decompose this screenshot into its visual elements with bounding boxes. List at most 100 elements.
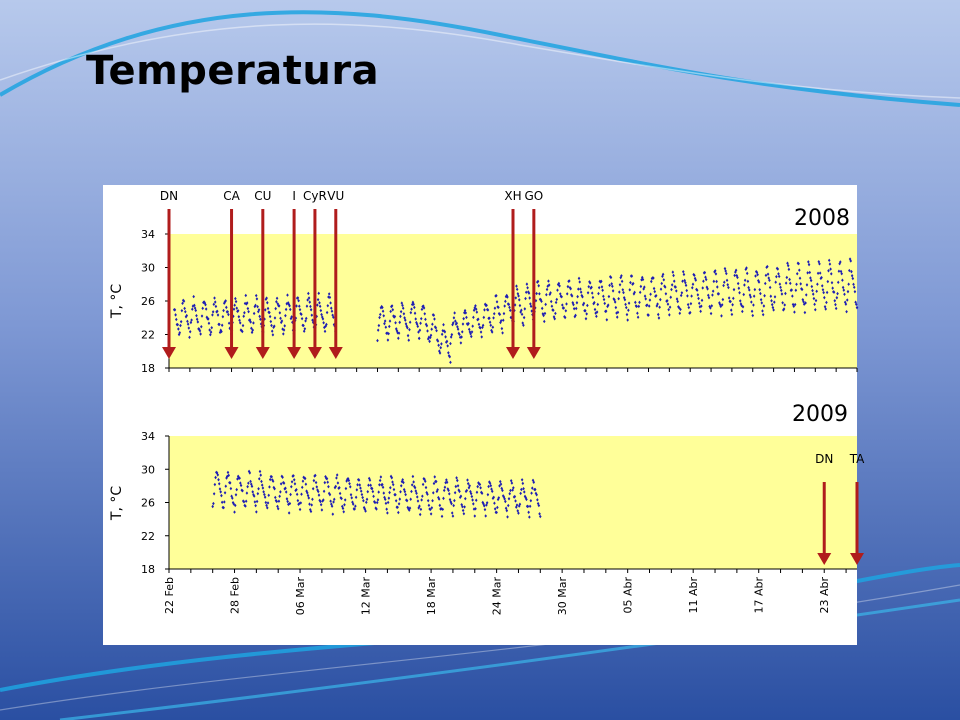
data-point	[379, 475, 383, 479]
data-point	[426, 337, 430, 341]
data-point	[284, 490, 288, 494]
data-point	[348, 485, 352, 489]
data-point	[364, 500, 368, 505]
data-point	[630, 274, 634, 278]
data-point	[173, 308, 177, 312]
data-point	[385, 507, 388, 511]
data-point	[419, 507, 423, 512]
data-point	[382, 491, 386, 495]
data-point	[606, 303, 610, 307]
event-arrowhead	[850, 553, 864, 565]
data-point	[325, 476, 329, 481]
x-ticks-2008	[168, 368, 858, 372]
data-point	[309, 308, 313, 312]
data-point	[390, 304, 394, 308]
data-point	[566, 284, 570, 289]
data-point	[785, 275, 789, 280]
data-point	[410, 483, 414, 487]
data-point	[731, 296, 735, 301]
data-point	[225, 305, 228, 310]
data-point	[248, 471, 252, 475]
data-point	[417, 336, 421, 341]
data-point	[790, 288, 793, 292]
data-point	[413, 486, 417, 490]
data-point	[318, 301, 321, 305]
data-point	[306, 491, 309, 495]
data-point	[669, 295, 673, 299]
data-point	[797, 262, 800, 266]
data-point	[560, 295, 563, 299]
data-point	[493, 306, 497, 310]
y-tick-label: 22	[141, 530, 155, 543]
data-point	[376, 498, 380, 502]
data-point	[553, 317, 556, 321]
data-point	[447, 351, 450, 355]
data-point	[681, 270, 685, 274]
data-point	[338, 491, 342, 496]
data-point	[289, 492, 292, 497]
data-point	[414, 489, 418, 493]
data-point	[378, 312, 382, 317]
x-tick-label: 23 Abr	[818, 577, 831, 614]
data-point	[431, 498, 434, 503]
data-point	[664, 292, 668, 296]
data-point	[215, 309, 219, 313]
data-point	[332, 500, 335, 504]
data-point	[223, 500, 226, 504]
data-point	[472, 315, 475, 320]
data-point	[500, 326, 504, 331]
data-point	[811, 288, 814, 293]
data-point	[786, 263, 790, 268]
data-point	[595, 310, 599, 314]
data-point	[180, 308, 184, 313]
data-point	[377, 490, 380, 494]
data-point	[618, 290, 621, 294]
data-point	[759, 291, 762, 296]
data-point	[537, 284, 541, 288]
data-point	[319, 499, 322, 504]
data-point	[219, 490, 222, 494]
data-point	[408, 506, 412, 510]
data-point	[481, 323, 485, 328]
data-point	[282, 481, 286, 485]
data-point	[308, 507, 312, 512]
data-point	[316, 488, 319, 492]
data-point	[723, 266, 727, 271]
data-point	[268, 310, 271, 315]
data-point	[725, 278, 729, 283]
data-point	[585, 312, 588, 316]
data-point	[329, 301, 332, 305]
data-point	[258, 469, 262, 474]
data-point	[802, 300, 805, 304]
data-point	[538, 512, 541, 516]
data-point	[300, 316, 304, 321]
data-point	[747, 285, 750, 290]
data-point	[617, 297, 620, 301]
data-point	[474, 507, 477, 511]
event-label: VU	[327, 189, 344, 203]
data-point	[469, 489, 472, 494]
data-point	[271, 333, 275, 337]
data-point	[233, 510, 236, 514]
data-point	[216, 473, 220, 477]
data-point	[704, 277, 708, 282]
data-point	[540, 306, 544, 311]
data-point	[787, 267, 791, 272]
data-point	[806, 271, 809, 275]
data-point	[199, 332, 202, 336]
data-point	[802, 302, 806, 306]
data-point	[235, 487, 239, 492]
data-point	[535, 291, 538, 296]
data-point	[642, 287, 645, 291]
data-point	[758, 287, 762, 292]
data-point	[469, 332, 472, 336]
data-point	[431, 322, 434, 326]
data-point	[801, 297, 805, 302]
data-point	[211, 310, 215, 314]
event-arrowhead	[287, 347, 302, 359]
y-ticks-2008: 18 22 26 30 34	[141, 228, 169, 375]
data-point	[652, 286, 656, 291]
data-point	[684, 280, 687, 285]
data-point	[507, 302, 511, 307]
data-point	[402, 480, 405, 485]
